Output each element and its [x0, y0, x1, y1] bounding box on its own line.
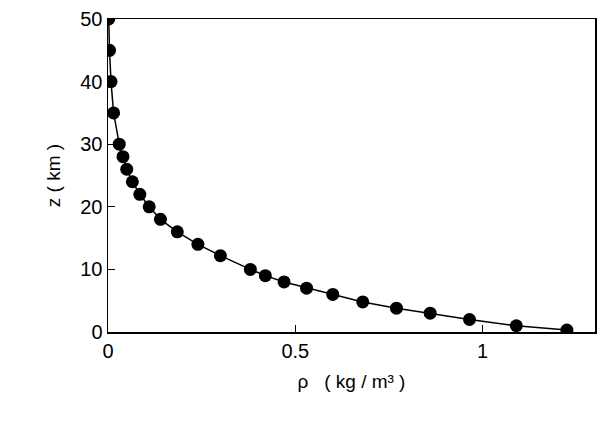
svg-text:z ( km ): z ( km )	[43, 144, 64, 207]
svg-text:40: 40	[80, 71, 102, 93]
svg-text:0: 0	[91, 321, 102, 343]
svg-text:30: 30	[80, 133, 102, 155]
svg-text:ρ ( kg / m³ ): ρ ( kg / m³ )	[298, 371, 406, 392]
svg-text:0.5: 0.5	[281, 340, 309, 362]
svg-text:50: 50	[80, 8, 102, 30]
svg-text:20: 20	[80, 196, 102, 218]
svg-text:10: 10	[80, 258, 102, 280]
svg-text:0: 0	[102, 340, 113, 362]
svg-text:1: 1	[477, 340, 488, 362]
